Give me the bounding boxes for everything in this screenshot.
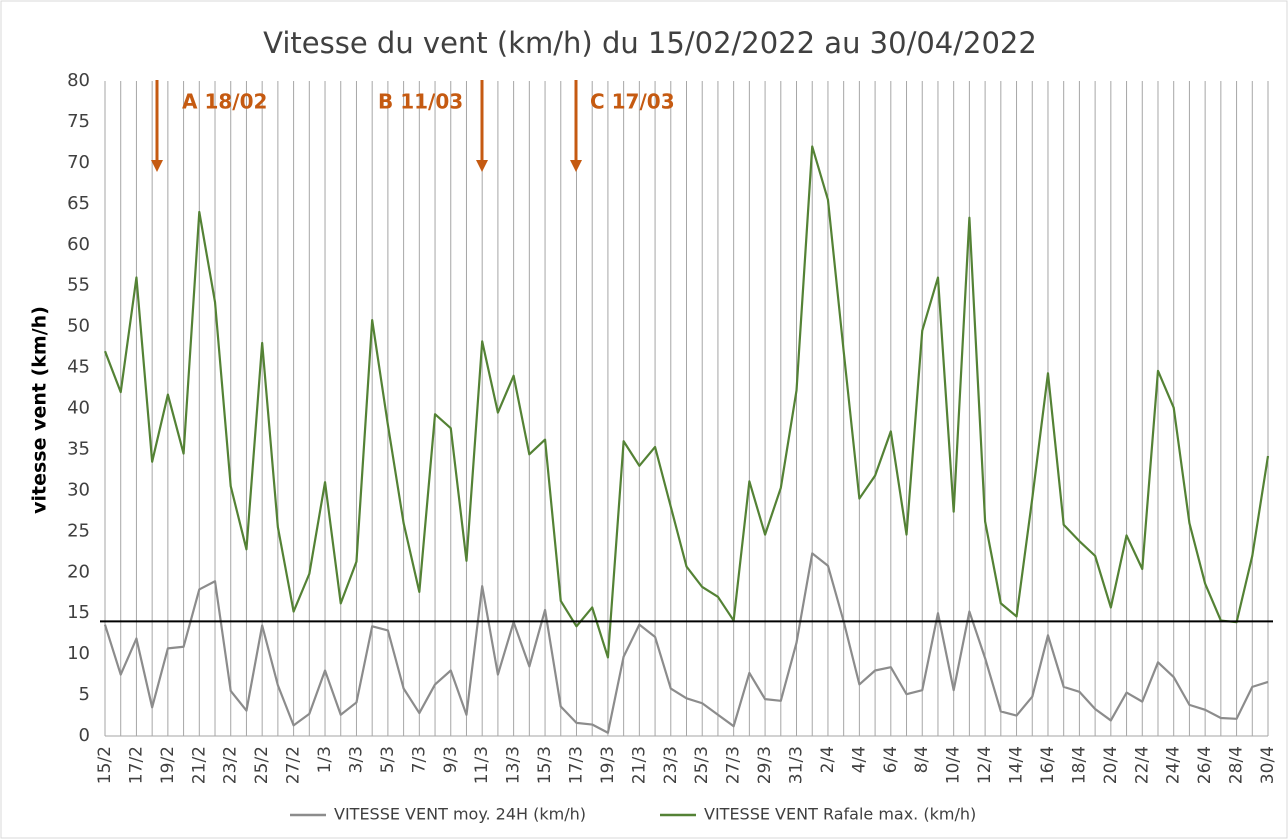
- x-tick-label: 4/4: [849, 746, 869, 773]
- x-tick-label: 25/3: [692, 746, 712, 784]
- x-tick-label: 7/3: [409, 746, 429, 773]
- x-tick-label: 24/4: [1164, 746, 1184, 784]
- annotation: C 17/03: [590, 90, 675, 114]
- x-tick-label: 2/4: [818, 746, 838, 773]
- x-tick-label: 27/3: [724, 746, 744, 784]
- y-tick-label: 55: [67, 275, 90, 296]
- y-axis-label: vitesse vent (km/h): [29, 306, 51, 514]
- y-tick-label: 75: [67, 111, 90, 132]
- y-tick-label: 50: [67, 316, 90, 337]
- x-tick-label: 11/3: [472, 746, 492, 784]
- legend-label: VITESSE VENT Rafale max. (km/h): [704, 805, 976, 824]
- x-tick-label: 6/4: [881, 746, 901, 773]
- x-tick-label: 29/3: [755, 746, 775, 784]
- annotation: B 11/03: [378, 90, 463, 114]
- x-tick-label: 5/3: [378, 746, 398, 773]
- y-tick-label: 40: [67, 398, 90, 419]
- x-tick-label: 30/4: [1258, 746, 1278, 784]
- series-line: [103, 552, 1269, 734]
- y-tick-label: 35: [67, 438, 90, 459]
- x-tick-label: 15/2: [95, 746, 115, 784]
- x-tick-label: 12/4: [975, 746, 995, 784]
- x-tick-label: 23/3: [661, 746, 681, 784]
- arrow-head: [476, 160, 488, 172]
- x-tick-label: 16/4: [1038, 746, 1058, 784]
- x-tick-label: 10/4: [944, 746, 964, 784]
- series-line: [103, 145, 1270, 659]
- x-tick-label: 3/3: [346, 746, 366, 773]
- x-tick-label: 13/3: [504, 746, 524, 784]
- x-tick-label: 19/3: [598, 746, 618, 784]
- legend-label: VITESSE VENT moy. 24H (km/h): [334, 805, 586, 824]
- y-tick-label: 80: [67, 70, 90, 91]
- x-tick-label: 20/4: [1101, 746, 1121, 784]
- x-tick-label: 8/4: [912, 746, 932, 773]
- y-tick-label: 25: [67, 520, 90, 541]
- chart-title: Vitesse du vent (km/h) du 15/02/2022 au …: [263, 26, 1037, 60]
- y-tick-label: 10: [67, 643, 90, 664]
- y-tick-label: 20: [67, 561, 90, 582]
- x-tick-label: 17/3: [566, 746, 586, 784]
- arrow-head: [151, 160, 163, 172]
- x-tick-label: 23/2: [221, 746, 241, 784]
- y-tick-label: 30: [67, 479, 90, 500]
- x-tick-label: 15/3: [535, 746, 555, 784]
- x-tick-label: 28/4: [1227, 746, 1247, 784]
- y-tick-label: 70: [67, 152, 90, 173]
- x-tick-label: 21/2: [189, 746, 209, 784]
- y-tick-label: 60: [67, 234, 90, 255]
- x-tick-label: 19/2: [158, 746, 178, 784]
- x-tick-label: 25/2: [252, 746, 272, 784]
- annotation: A 18/02: [182, 90, 267, 114]
- y-tick-label: 5: [79, 684, 90, 705]
- arrow-head: [570, 160, 582, 172]
- x-tick-label: 18/4: [1069, 746, 1089, 784]
- x-tick-label: 31/3: [787, 746, 807, 784]
- x-tick-label: 21/3: [629, 746, 649, 784]
- x-tick-label: 22/4: [1132, 746, 1152, 784]
- x-tick-label: 14/4: [1007, 746, 1027, 784]
- y-tick-label: 0: [79, 725, 90, 746]
- x-tick-label: 1/3: [315, 746, 335, 773]
- y-tick-label: 15: [67, 602, 90, 623]
- x-tick-label: 26/4: [1195, 746, 1215, 784]
- y-tick-label: 45: [67, 357, 90, 378]
- x-tick-label: 27/2: [284, 746, 304, 784]
- x-tick-label: 9/3: [441, 746, 461, 773]
- y-tick-label: 65: [67, 193, 90, 214]
- x-tick-label: 17/2: [126, 746, 146, 784]
